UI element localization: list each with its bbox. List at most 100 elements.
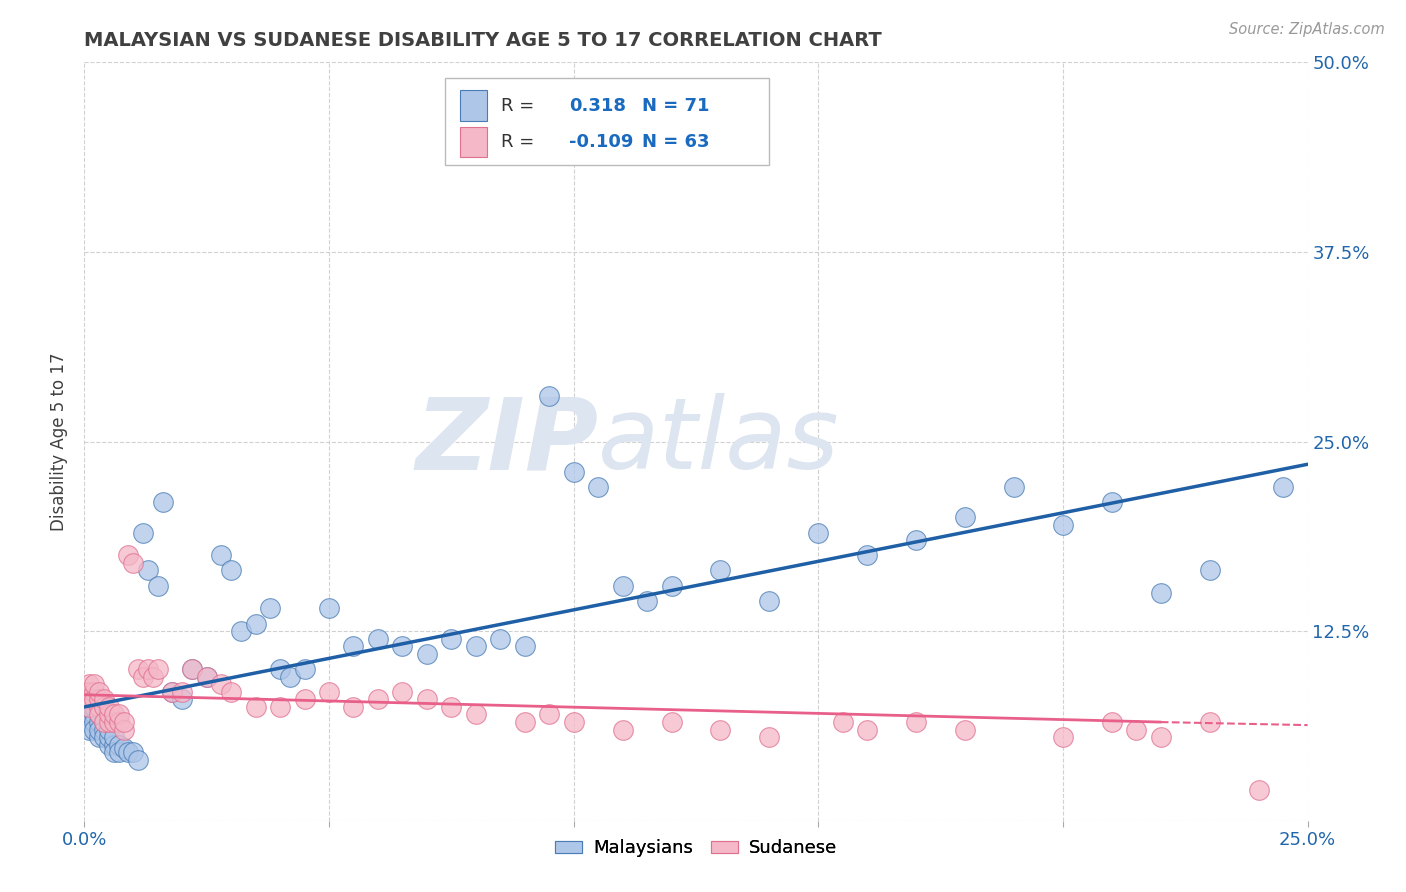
Point <box>77 692 100 706</box>
Point <box>229 624 252 639</box>
Point <box>77 699 100 714</box>
Point <box>219 685 242 699</box>
Point <box>127 753 149 767</box>
Point <box>636 594 658 608</box>
Point <box>146 579 169 593</box>
Point <box>953 510 976 524</box>
Point <box>112 740 135 755</box>
Point <box>172 685 194 699</box>
Point <box>136 564 159 578</box>
Point <box>612 579 634 593</box>
Point <box>97 723 120 737</box>
Point <box>562 715 585 730</box>
FancyBboxPatch shape <box>460 127 486 157</box>
Point <box>77 723 100 737</box>
Point <box>758 594 780 608</box>
Point <box>83 692 105 706</box>
Text: N = 71: N = 71 <box>643 96 710 115</box>
Point <box>538 707 561 722</box>
Point <box>97 715 120 730</box>
Point <box>807 525 830 540</box>
Point <box>122 556 145 570</box>
Point <box>1101 715 1123 730</box>
Point <box>77 685 100 699</box>
Point <box>269 662 291 676</box>
Point <box>87 692 110 706</box>
Point <box>87 699 110 714</box>
Point <box>127 662 149 676</box>
Point <box>77 677 100 691</box>
Point <box>318 685 340 699</box>
Text: 0.318: 0.318 <box>569 96 626 115</box>
Point <box>464 707 486 722</box>
Point <box>219 564 242 578</box>
Point <box>152 495 174 509</box>
Point <box>93 692 115 706</box>
Point <box>77 707 100 722</box>
Text: atlas: atlas <box>598 393 839 490</box>
Y-axis label: Disability Age 5 to 17: Disability Age 5 to 17 <box>51 352 69 531</box>
Point <box>440 632 463 646</box>
Point <box>93 715 115 730</box>
Point <box>953 723 976 737</box>
Point <box>538 389 561 403</box>
Point <box>93 715 115 730</box>
Point <box>146 662 169 676</box>
Point <box>83 685 105 699</box>
Point <box>661 715 683 730</box>
Point <box>162 685 184 699</box>
Point <box>1198 715 1220 730</box>
Point <box>77 692 100 706</box>
Point <box>1198 564 1220 578</box>
Text: Source: ZipAtlas.com: Source: ZipAtlas.com <box>1229 22 1385 37</box>
Text: R =: R = <box>502 133 534 151</box>
Point <box>142 669 165 683</box>
Point <box>117 548 139 563</box>
Point <box>122 746 145 760</box>
Point <box>195 669 218 683</box>
Text: ZIP: ZIP <box>415 393 598 490</box>
Point <box>209 677 232 691</box>
Point <box>416 647 439 661</box>
Point <box>278 669 301 683</box>
Point <box>1247 783 1270 797</box>
Point <box>342 699 364 714</box>
Point <box>1002 480 1025 494</box>
Point <box>87 730 110 744</box>
Point <box>586 480 609 494</box>
Point <box>107 715 129 730</box>
Point <box>709 564 731 578</box>
Point <box>905 533 928 548</box>
Point <box>77 699 100 714</box>
Point <box>87 715 110 730</box>
Point <box>209 548 232 563</box>
Point <box>1101 495 1123 509</box>
Point <box>87 707 110 722</box>
Point <box>661 579 683 593</box>
Point <box>136 662 159 676</box>
Legend: Malaysians, Sudanese: Malaysians, Sudanese <box>548 832 844 864</box>
Point <box>1150 730 1173 744</box>
Point <box>195 669 218 683</box>
Point <box>97 699 120 714</box>
Point <box>93 730 115 744</box>
Point <box>513 715 536 730</box>
Point <box>162 685 184 699</box>
Point <box>1052 730 1074 744</box>
Point <box>107 707 129 722</box>
Point <box>1052 517 1074 532</box>
Point <box>856 723 879 737</box>
Point <box>269 699 291 714</box>
FancyBboxPatch shape <box>446 78 769 165</box>
Point <box>83 699 105 714</box>
Point <box>103 715 125 730</box>
Point <box>132 525 155 540</box>
Point <box>831 715 853 730</box>
Point <box>464 639 486 653</box>
Point <box>758 730 780 744</box>
Point <box>93 723 115 737</box>
Point <box>259 601 281 615</box>
Point <box>181 662 204 676</box>
Point <box>83 707 105 722</box>
Point <box>709 723 731 737</box>
